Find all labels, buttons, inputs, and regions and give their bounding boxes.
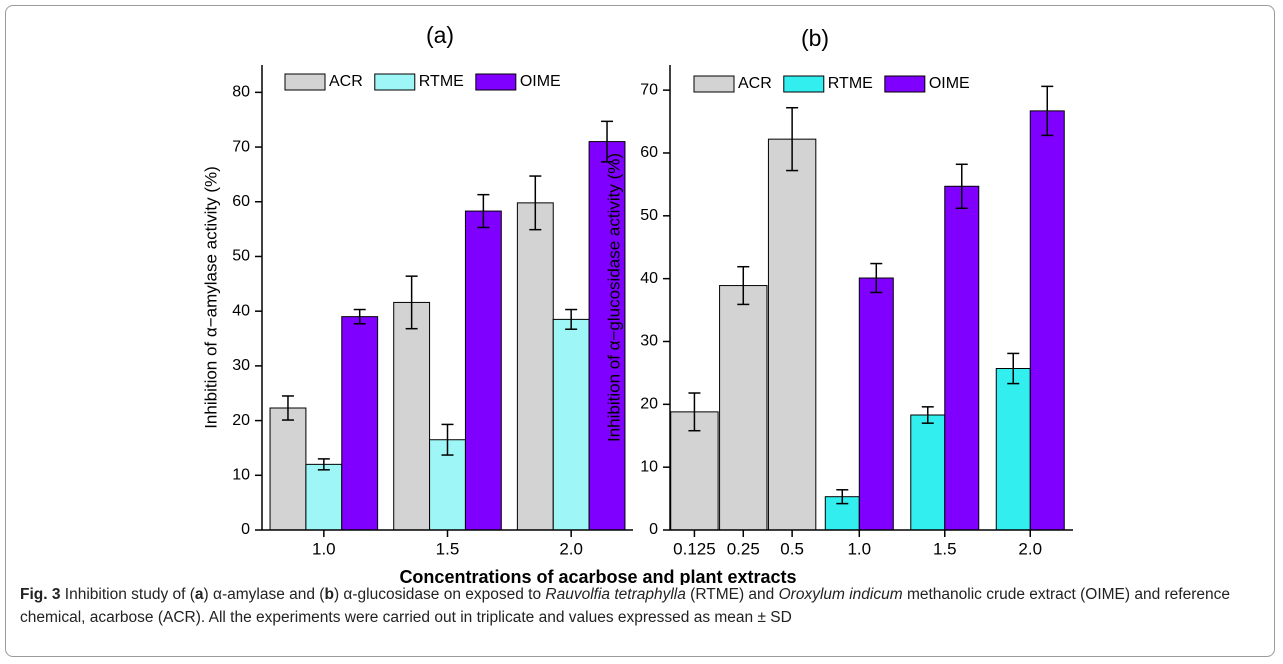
error-bar	[565, 308, 578, 330]
bar	[995, 368, 1031, 531]
legend-label: OIME	[929, 75, 970, 92]
caption-text: ) α-glucosidase on exposed to	[333, 586, 546, 603]
bar	[393, 301, 431, 531]
chart-title: (a)	[426, 22, 454, 48]
caption-text: methanolic crude extract (OIME) and refe…	[20, 586, 1231, 626]
bar	[910, 414, 946, 531]
x-tick-label: 1.0	[847, 539, 871, 558]
legend-label: RTME	[828, 75, 873, 92]
caption-text: Rauvolfia tetraphylla	[545, 586, 686, 603]
error-bar	[921, 406, 934, 424]
bar	[944, 185, 980, 531]
legend-swatch	[284, 73, 326, 91]
legend-label: ACR	[738, 75, 772, 92]
error-bar	[281, 395, 294, 421]
error-bar	[870, 262, 883, 294]
y-tick-label: 50	[640, 207, 658, 224]
bar	[719, 285, 768, 531]
x-tick-label: 0.25	[727, 539, 760, 558]
figure-frame	[5, 5, 1275, 657]
y-tick-label: 60	[640, 144, 658, 161]
bar	[305, 463, 343, 531]
y-tick-label: 20	[640, 396, 658, 413]
x-tick-label: 0.125	[673, 539, 716, 558]
error-bar	[477, 193, 490, 229]
error-bar	[317, 458, 330, 471]
y-axis-label: Inhibition of α−amylase activity (%)	[201, 166, 220, 429]
y-tick-label: 50	[232, 248, 250, 265]
legend-label: RTME	[419, 73, 464, 90]
bar	[858, 277, 894, 531]
y-tick-label: 10	[640, 458, 658, 475]
caption-text: Oroxylum indicum	[778, 586, 903, 603]
legend-swatch	[693, 75, 735, 93]
y-tick-label: 80	[232, 84, 250, 101]
y-tick-label: 60	[232, 193, 250, 210]
y-tick-label: 10	[232, 467, 250, 484]
error-bar	[1007, 352, 1020, 385]
x-tick-label: 1.5	[436, 539, 460, 558]
chart-title: (b)	[801, 25, 829, 51]
error-bar	[601, 120, 614, 163]
error-bar	[737, 265, 750, 306]
caption-text: b	[324, 586, 334, 603]
caption-text: a	[194, 586, 204, 603]
caption-text: ) α-amylase and (	[203, 586, 325, 603]
y-tick-label: 70	[232, 138, 250, 155]
y-tick-label: 0	[241, 521, 250, 538]
error-bar	[353, 308, 366, 325]
error-bar	[529, 175, 542, 231]
bar	[767, 138, 817, 531]
bar	[1029, 110, 1065, 531]
legend-swatch	[783, 75, 825, 93]
y-tick-label: 40	[232, 302, 250, 319]
x-tick-label: 1.5	[933, 539, 957, 558]
bar	[269, 407, 307, 531]
error-bar	[786, 106, 799, 172]
error-bar	[955, 163, 968, 210]
y-tick-label: 30	[640, 333, 658, 350]
x-tick-label: 1.0	[312, 539, 336, 558]
bar	[552, 318, 590, 531]
error-bar	[836, 489, 849, 505]
x-tick-label: 2.0	[559, 539, 583, 558]
error-bar	[441, 423, 454, 456]
figure: Concentrations of acarbose and plant ext…	[201, 22, 1073, 585]
bar	[464, 210, 502, 531]
y-tick-label: 0	[649, 521, 658, 538]
caption: Fig. 3 Inhibition study of (a) α-amylase…	[20, 583, 1265, 629]
x-axis-label: Concentrations of acarbose and plant ext…	[399, 567, 796, 585]
bar	[588, 141, 626, 531]
x-tick-label: 2.0	[1018, 539, 1042, 558]
y-tick-label: 30	[232, 357, 250, 374]
error-bar	[1041, 85, 1054, 137]
legend-swatch	[374, 73, 416, 91]
caption-text: (RTME) and	[685, 586, 779, 603]
bar	[341, 316, 379, 531]
bar	[516, 202, 554, 531]
y-axis-label: Inhibition of α−glucosidase activity (%)	[604, 153, 623, 442]
legend-swatch	[475, 73, 517, 91]
error-bar	[688, 392, 701, 432]
caption-label: Fig. 3	[20, 586, 61, 603]
x-tick-label: 0.5	[780, 539, 804, 558]
legend-label: ACR	[329, 73, 363, 90]
y-tick-label: 70	[640, 81, 658, 98]
caption-text: Inhibition study of (	[60, 586, 195, 603]
legend-label: OIME	[520, 73, 561, 90]
error-bar	[405, 275, 418, 330]
y-tick-label: 40	[640, 270, 658, 287]
legend-swatch	[884, 75, 926, 93]
y-tick-label: 20	[232, 412, 250, 429]
